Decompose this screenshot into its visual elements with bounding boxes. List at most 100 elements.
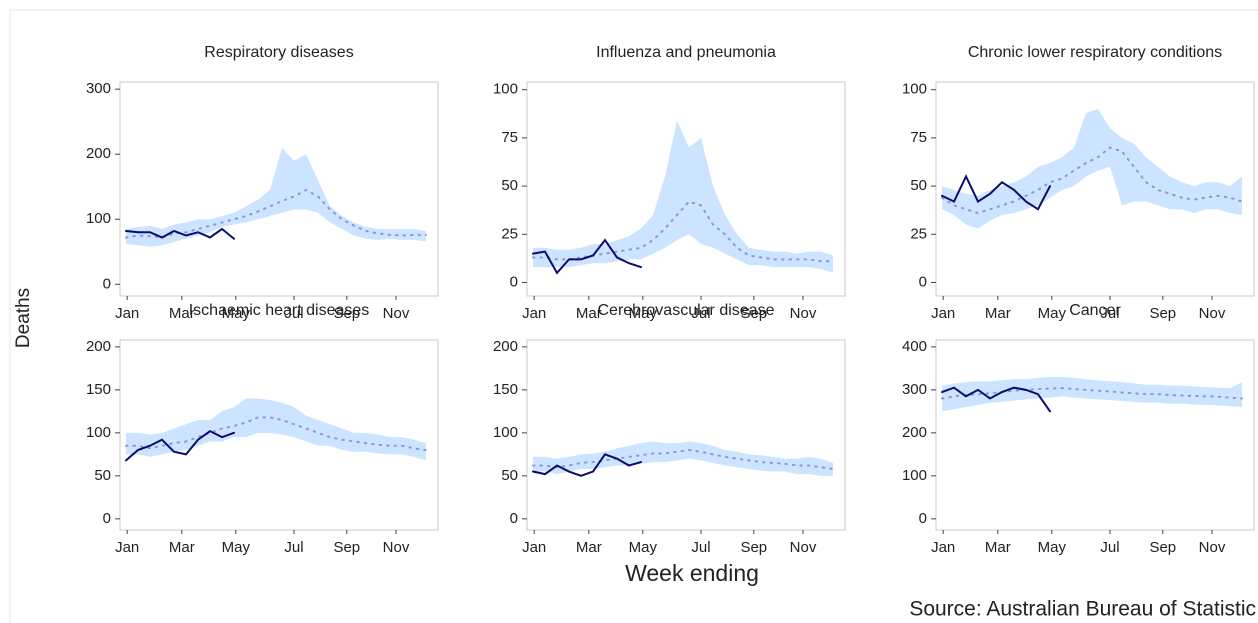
x-tick-label: May (222, 539, 251, 556)
x-tick-label: Nov (790, 305, 817, 322)
plot-frame (935, 81, 1255, 297)
x-tick-label: Mar (169, 305, 195, 322)
x-tick-label: Jan (115, 305, 139, 322)
y-axis-label: Deaths (13, 288, 34, 348)
y-tick-label: 100 (902, 467, 927, 484)
x-tick-label: May (1038, 305, 1067, 322)
y-tick-label: 0 (919, 273, 927, 290)
y-tick-label: 100 (493, 81, 518, 98)
y-tick-label: 200 (86, 338, 111, 355)
x-tick-label: Sep (1149, 305, 1176, 322)
x-tick-label: May (629, 539, 658, 556)
range-band (533, 120, 833, 273)
y-tick-label: 200 (493, 338, 518, 355)
y-tick-label: 75 (501, 129, 518, 146)
plot-area (941, 108, 1243, 229)
x-tick-label: Jan (522, 305, 546, 322)
x-tick-label: Mar (576, 305, 602, 322)
panel-title: Influenza and pneumonia (596, 44, 776, 61)
panel-title: Respiratory diseases (204, 44, 353, 61)
y-tick-label: 100 (86, 424, 111, 441)
x-tick-label: Nov (790, 539, 817, 556)
x-tick-label: Mar (985, 539, 1011, 556)
x-tick-label: Mar (985, 305, 1011, 322)
panel-title: Ischaemic heart diseases (189, 302, 370, 319)
x-tick-label: Jan (115, 539, 139, 556)
x-axis-label: Week ending (625, 560, 759, 586)
x-tick-label: May (222, 305, 251, 322)
y-tick-label: 200 (902, 424, 927, 441)
y-tick-label: 50 (501, 177, 518, 194)
x-tick-label: Sep (740, 305, 767, 322)
series-line (125, 429, 235, 462)
plot-frame (526, 339, 846, 531)
y-tick-label: 300 (86, 80, 111, 97)
y-tick-label: 200 (86, 145, 111, 162)
series-line (125, 227, 235, 240)
plot-frame (526, 81, 846, 297)
x-tick-label: Sep (1149, 539, 1176, 556)
baseline-line (532, 200, 834, 263)
source-note: Source: Australian Bureau of Statistic (909, 598, 1256, 621)
x-tick-label: May (629, 305, 658, 322)
x-tick-label: Nov (383, 305, 410, 322)
x-tick-label: Jul (691, 539, 710, 556)
plot-area (532, 120, 834, 275)
panel-title: Cancer (1069, 302, 1121, 319)
x-tick-label: Nov (1199, 305, 1226, 322)
baseline-line (941, 146, 1243, 215)
y-tick-label: 50 (910, 177, 927, 194)
y-tick-label: 25 (501, 225, 518, 242)
y-tick-label: 75 (910, 129, 927, 146)
x-tick-label: Jul (284, 305, 303, 322)
y-tick-label: 100 (493, 424, 518, 441)
x-tick-label: Jan (931, 539, 955, 556)
y-tick-label: 150 (86, 381, 111, 398)
x-tick-label: Sep (740, 539, 767, 556)
y-tick-label: 0 (510, 273, 518, 290)
y-tick-label: 50 (94, 467, 111, 484)
plot-area (125, 147, 427, 247)
x-tick-label: Jul (691, 305, 710, 322)
y-tick-label: 100 (902, 81, 927, 98)
panel-title: Chronic lower respiratory conditions (968, 44, 1222, 61)
figure-border (9, 9, 1258, 623)
y-tick-label: 0 (510, 510, 518, 527)
x-tick-label: Sep (333, 305, 360, 322)
y-tick-label: 400 (902, 338, 927, 355)
range-band (126, 147, 426, 247)
baseline-line (125, 188, 427, 239)
series-line (532, 453, 642, 477)
series-line (532, 238, 642, 275)
x-tick-label: Mar (169, 539, 195, 556)
x-tick-label: Jan (931, 305, 955, 322)
plot-frame (119, 339, 439, 531)
range-band (942, 376, 1242, 412)
series-line (941, 386, 1051, 413)
x-tick-label: Mar (576, 539, 602, 556)
plot-area (532, 441, 834, 477)
series-line (941, 174, 1051, 211)
baseline-line (532, 449, 834, 470)
plot-area (941, 376, 1243, 413)
y-tick-label: 0 (103, 275, 111, 292)
panel-title: Cerebrovascular disease (598, 302, 775, 319)
range-band (942, 108, 1242, 229)
x-tick-label: Jul (1100, 305, 1119, 322)
y-tick-label: 0 (919, 510, 927, 527)
x-tick-label: Sep (333, 539, 360, 556)
plot-frame (935, 339, 1255, 531)
x-tick-label: Jul (1100, 539, 1119, 556)
y-tick-label: 300 (902, 381, 927, 398)
range-band (533, 441, 833, 476)
range-band (126, 398, 426, 461)
x-tick-label: May (1038, 539, 1067, 556)
x-tick-label: Jul (284, 539, 303, 556)
plot-frame (119, 81, 439, 297)
y-tick-label: 100 (86, 210, 111, 227)
y-tick-label: 50 (501, 467, 518, 484)
x-tick-label: Nov (383, 539, 410, 556)
y-tick-label: 150 (493, 381, 518, 398)
plot-area (125, 398, 427, 462)
